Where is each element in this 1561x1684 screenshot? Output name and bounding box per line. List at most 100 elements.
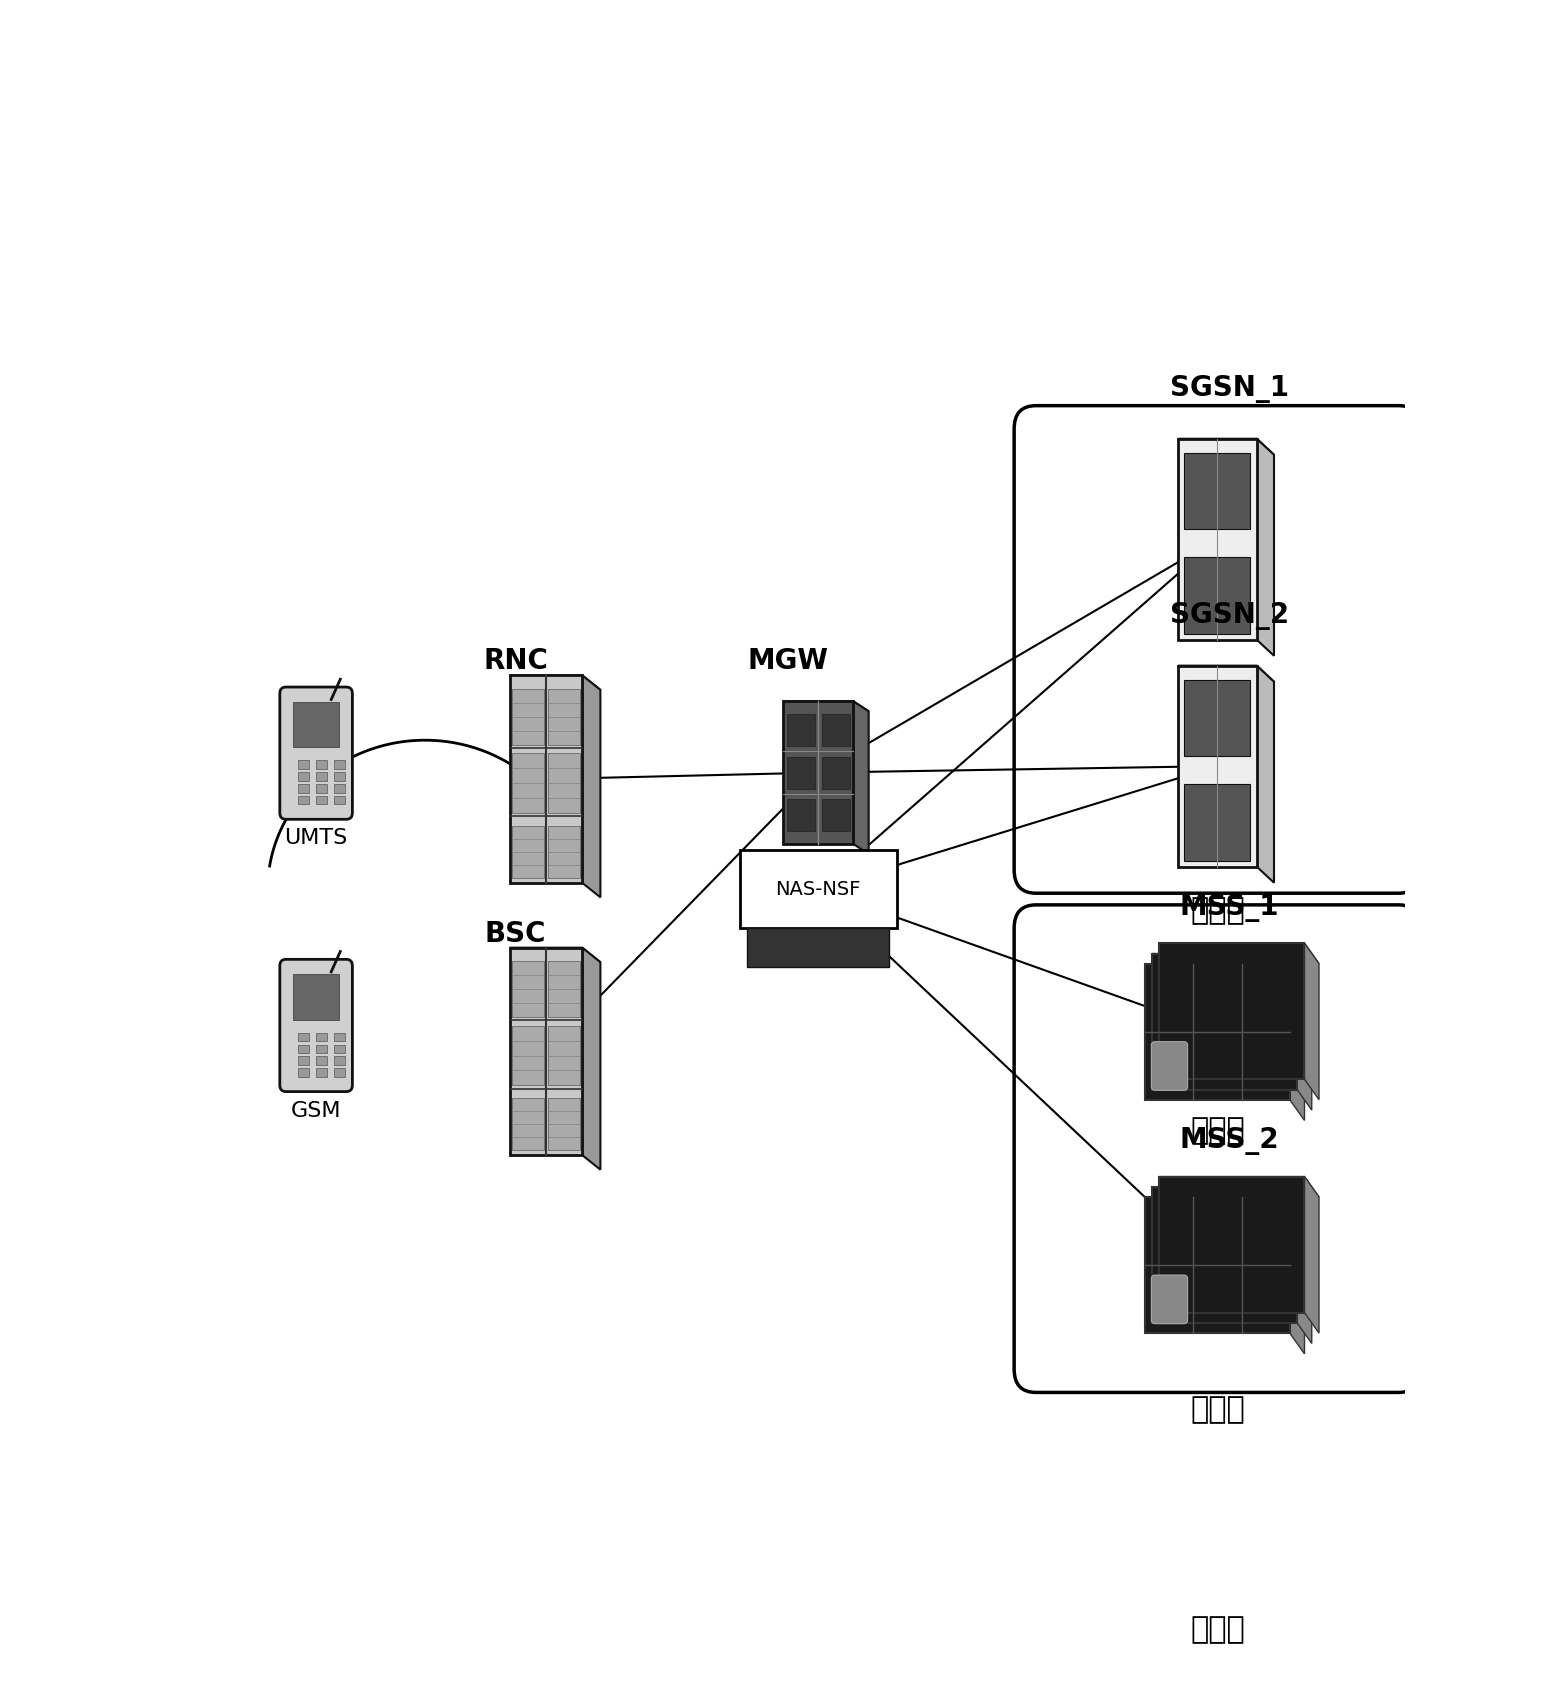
Polygon shape bbox=[1179, 665, 1274, 682]
Text: GSM: GSM bbox=[290, 1101, 342, 1120]
Polygon shape bbox=[1179, 665, 1257, 867]
Polygon shape bbox=[293, 973, 339, 1019]
Polygon shape bbox=[509, 948, 601, 962]
Polygon shape bbox=[1289, 1197, 1305, 1354]
Polygon shape bbox=[334, 773, 345, 781]
Polygon shape bbox=[1160, 1177, 1305, 1314]
Polygon shape bbox=[315, 1068, 326, 1076]
FancyBboxPatch shape bbox=[1152, 1275, 1188, 1324]
FancyBboxPatch shape bbox=[279, 687, 353, 820]
Polygon shape bbox=[509, 948, 582, 1155]
Text: 池区域: 池区域 bbox=[1189, 1615, 1244, 1645]
Text: 池区域: 池区域 bbox=[1189, 1116, 1244, 1145]
Polygon shape bbox=[315, 797, 326, 805]
Polygon shape bbox=[315, 785, 326, 793]
Polygon shape bbox=[1257, 665, 1274, 882]
Polygon shape bbox=[1289, 963, 1305, 1120]
Polygon shape bbox=[854, 701, 868, 854]
Polygon shape bbox=[1185, 453, 1250, 529]
Polygon shape bbox=[298, 1044, 309, 1052]
Polygon shape bbox=[1305, 1177, 1319, 1334]
Polygon shape bbox=[509, 675, 582, 882]
Polygon shape bbox=[512, 1026, 543, 1086]
Polygon shape bbox=[821, 800, 849, 832]
Polygon shape bbox=[1297, 953, 1311, 1110]
Polygon shape bbox=[548, 689, 581, 744]
Polygon shape bbox=[1185, 785, 1250, 861]
Polygon shape bbox=[787, 756, 815, 788]
Polygon shape bbox=[334, 1032, 345, 1041]
Polygon shape bbox=[512, 753, 543, 813]
Polygon shape bbox=[1144, 1197, 1289, 1334]
Polygon shape bbox=[1160, 943, 1305, 1079]
Polygon shape bbox=[548, 825, 581, 877]
Polygon shape bbox=[315, 1056, 326, 1064]
Polygon shape bbox=[1152, 953, 1297, 1090]
Polygon shape bbox=[1257, 440, 1274, 655]
Polygon shape bbox=[334, 761, 345, 768]
Polygon shape bbox=[1152, 953, 1311, 973]
Polygon shape bbox=[315, 773, 326, 781]
Polygon shape bbox=[1152, 1187, 1311, 1207]
FancyBboxPatch shape bbox=[279, 960, 353, 1091]
Polygon shape bbox=[298, 773, 309, 781]
Polygon shape bbox=[1152, 1187, 1297, 1324]
Polygon shape bbox=[548, 962, 581, 1017]
Polygon shape bbox=[1185, 680, 1250, 756]
Polygon shape bbox=[548, 1026, 581, 1086]
Polygon shape bbox=[1179, 440, 1274, 455]
Text: MSS_1: MSS_1 bbox=[1180, 894, 1278, 921]
Polygon shape bbox=[315, 1032, 326, 1041]
FancyBboxPatch shape bbox=[1152, 1042, 1188, 1090]
Text: NAS-NSF: NAS-NSF bbox=[776, 879, 862, 899]
Polygon shape bbox=[787, 800, 815, 832]
FancyBboxPatch shape bbox=[740, 850, 896, 928]
Text: SGSN_2: SGSN_2 bbox=[1169, 601, 1289, 630]
Polygon shape bbox=[334, 1044, 345, 1052]
Polygon shape bbox=[298, 761, 309, 768]
Polygon shape bbox=[512, 962, 543, 1017]
Polygon shape bbox=[334, 1068, 345, 1076]
Polygon shape bbox=[315, 1044, 326, 1052]
Polygon shape bbox=[334, 797, 345, 805]
Text: 池区域: 池区域 bbox=[1189, 1394, 1244, 1425]
Text: SGSN_1: SGSN_1 bbox=[1171, 376, 1289, 402]
Polygon shape bbox=[1160, 943, 1319, 963]
Polygon shape bbox=[582, 948, 601, 1170]
Polygon shape bbox=[1297, 1187, 1311, 1344]
Polygon shape bbox=[748, 928, 888, 967]
Polygon shape bbox=[787, 714, 815, 746]
Polygon shape bbox=[334, 1056, 345, 1064]
Polygon shape bbox=[298, 1068, 309, 1076]
Polygon shape bbox=[315, 761, 326, 768]
Polygon shape bbox=[509, 675, 601, 690]
Polygon shape bbox=[1144, 963, 1305, 985]
Polygon shape bbox=[582, 675, 601, 898]
Polygon shape bbox=[821, 714, 849, 746]
Polygon shape bbox=[1179, 440, 1257, 640]
Polygon shape bbox=[1144, 963, 1289, 1100]
Polygon shape bbox=[548, 753, 581, 813]
Text: RNC: RNC bbox=[484, 647, 548, 675]
Polygon shape bbox=[298, 1032, 309, 1041]
Polygon shape bbox=[298, 797, 309, 805]
Polygon shape bbox=[293, 702, 339, 748]
Polygon shape bbox=[784, 701, 854, 844]
Text: BSC: BSC bbox=[485, 919, 546, 948]
Polygon shape bbox=[512, 1098, 543, 1150]
Polygon shape bbox=[548, 1098, 581, 1150]
Polygon shape bbox=[298, 1056, 309, 1064]
Text: 池区域: 池区域 bbox=[1189, 896, 1244, 925]
Text: MSS_2: MSS_2 bbox=[1180, 1127, 1280, 1155]
Polygon shape bbox=[1144, 1197, 1305, 1218]
Text: UMTS: UMTS bbox=[284, 829, 348, 849]
Polygon shape bbox=[784, 701, 868, 711]
Polygon shape bbox=[512, 825, 543, 877]
Polygon shape bbox=[821, 756, 849, 788]
Polygon shape bbox=[512, 689, 543, 744]
Polygon shape bbox=[298, 785, 309, 793]
Polygon shape bbox=[1160, 1177, 1319, 1197]
Polygon shape bbox=[1185, 557, 1250, 633]
Text: MGW: MGW bbox=[748, 647, 829, 675]
Polygon shape bbox=[1305, 943, 1319, 1100]
